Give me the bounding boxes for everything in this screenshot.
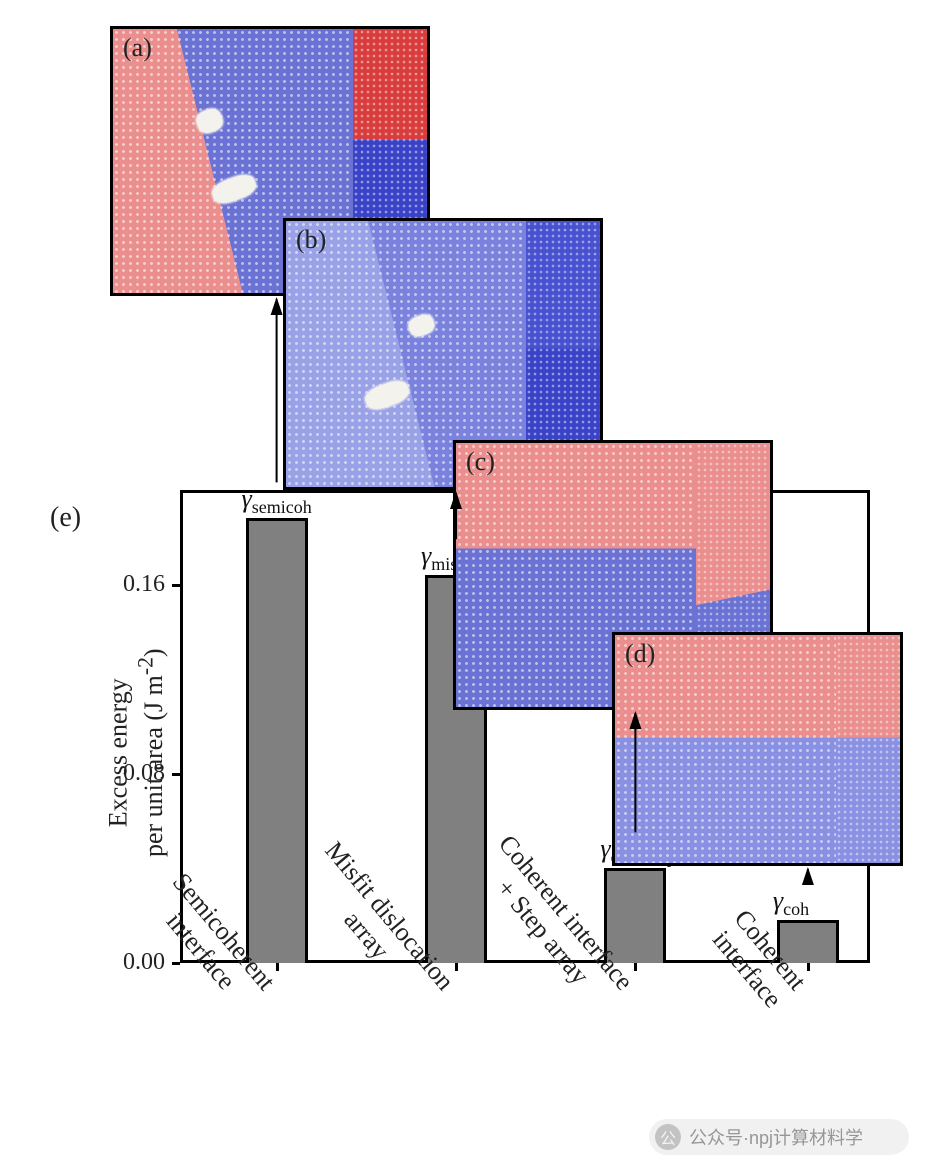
watermark-text: 公众号·npj计算材料学	[689, 1124, 863, 1150]
inset-main	[615, 635, 842, 863]
inset-d: (d)	[612, 632, 903, 866]
x-tick	[634, 963, 637, 971]
figure-root: (e) Excess energy per unit area (J m-2) …	[0, 0, 931, 1175]
x-tick	[455, 963, 458, 971]
wechat-icon: 公	[655, 1124, 681, 1150]
panel-label-e: (e)	[50, 502, 81, 534]
inset-side	[836, 635, 900, 863]
x-tick	[276, 963, 279, 971]
x-tick	[807, 963, 810, 971]
inset-label-a: (a)	[121, 33, 154, 63]
gamma-label-coherent: γcoh	[773, 886, 809, 920]
inset-label-c: (c)	[464, 447, 497, 477]
y-tick-label: 0.08	[105, 760, 165, 787]
bar-semicoherent	[246, 518, 308, 963]
y-tick	[172, 584, 180, 587]
inset-dots	[615, 635, 839, 863]
y-axis-title-line1: Excess energy	[103, 553, 133, 953]
y-tick-label: 0.00	[105, 949, 165, 976]
watermark: 公 公众号·npj计算材料学	[649, 1119, 909, 1155]
inset-dots	[836, 635, 900, 863]
y-tick-label: 0.16	[105, 571, 165, 598]
inset-label-d: (d)	[623, 639, 657, 669]
y-tick	[172, 962, 180, 965]
y-tick	[172, 773, 180, 776]
inset-label-b: (b)	[294, 225, 328, 255]
